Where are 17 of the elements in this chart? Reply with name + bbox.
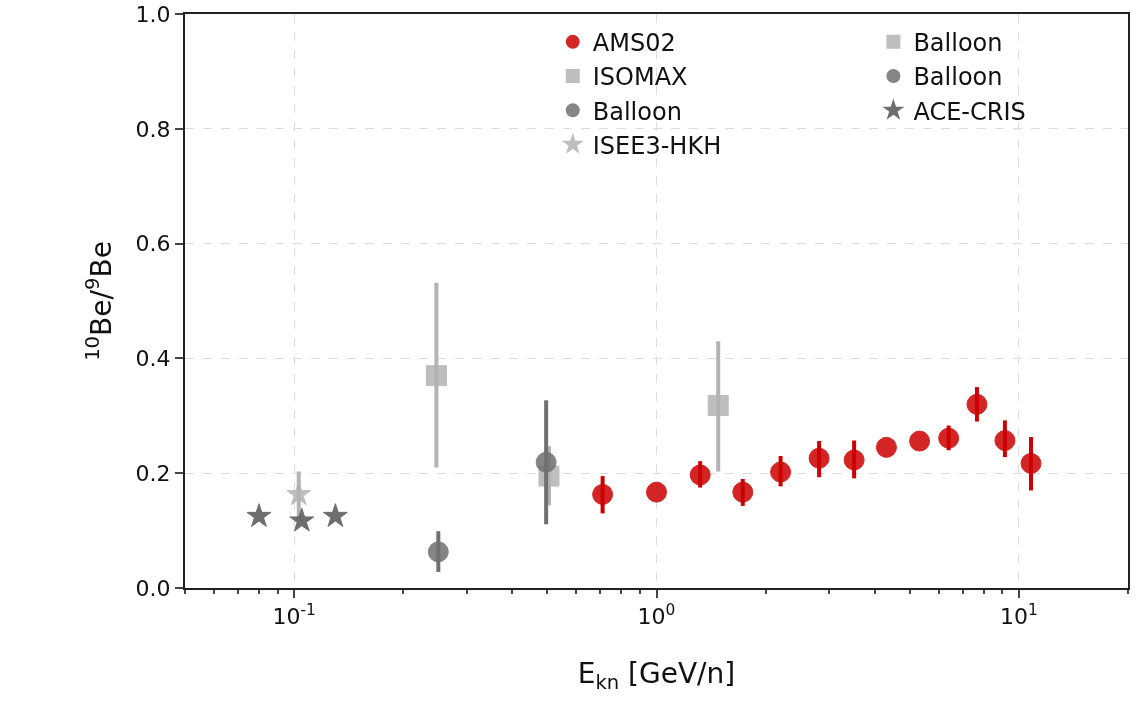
y-tick-label: 1.0 — [135, 1, 171, 27]
y-tick-label: 0.0 — [135, 575, 171, 601]
legend-label: Balloon — [913, 63, 1003, 92]
legend-label: ISOMAX — [592, 63, 688, 92]
legend-label: AMS02 — [592, 29, 676, 58]
x-tick-label: 10$^{-1}$ — [272, 601, 316, 630]
legend-label: Balloon — [592, 97, 682, 126]
x-tick-label: 10$^{1}$ — [1000, 601, 1038, 630]
y-tick-label: 0.8 — [135, 116, 171, 142]
legend-label: ISEE3-HKH — [592, 131, 722, 160]
y-tick-label: 0.4 — [135, 346, 171, 372]
legend-label: ACE-CRIS — [913, 97, 1026, 126]
y-tick-label: 0.2 — [135, 460, 171, 486]
x-tick-label: 10$^{0}$ — [637, 601, 676, 630]
legend-label: Balloon — [913, 29, 1003, 58]
x-axis-title: E$_{kn}$ [GeV/n] — [577, 657, 736, 694]
y-tick-label: 0.6 — [135, 231, 171, 257]
